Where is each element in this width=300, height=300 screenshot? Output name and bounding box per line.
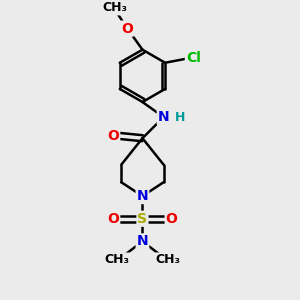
- Text: CH₃: CH₃: [102, 2, 127, 14]
- Text: O: O: [107, 212, 119, 226]
- Text: S: S: [137, 212, 148, 226]
- Text: CH₃: CH₃: [105, 254, 130, 266]
- Text: N: N: [158, 110, 170, 124]
- Text: N: N: [136, 234, 148, 248]
- Text: N: N: [136, 189, 148, 203]
- Text: O: O: [166, 212, 178, 226]
- Text: Cl: Cl: [186, 51, 201, 65]
- Text: O: O: [122, 22, 133, 35]
- Text: CH₃: CH₃: [155, 254, 180, 266]
- Text: H: H: [175, 111, 185, 124]
- Text: O: O: [107, 129, 119, 143]
